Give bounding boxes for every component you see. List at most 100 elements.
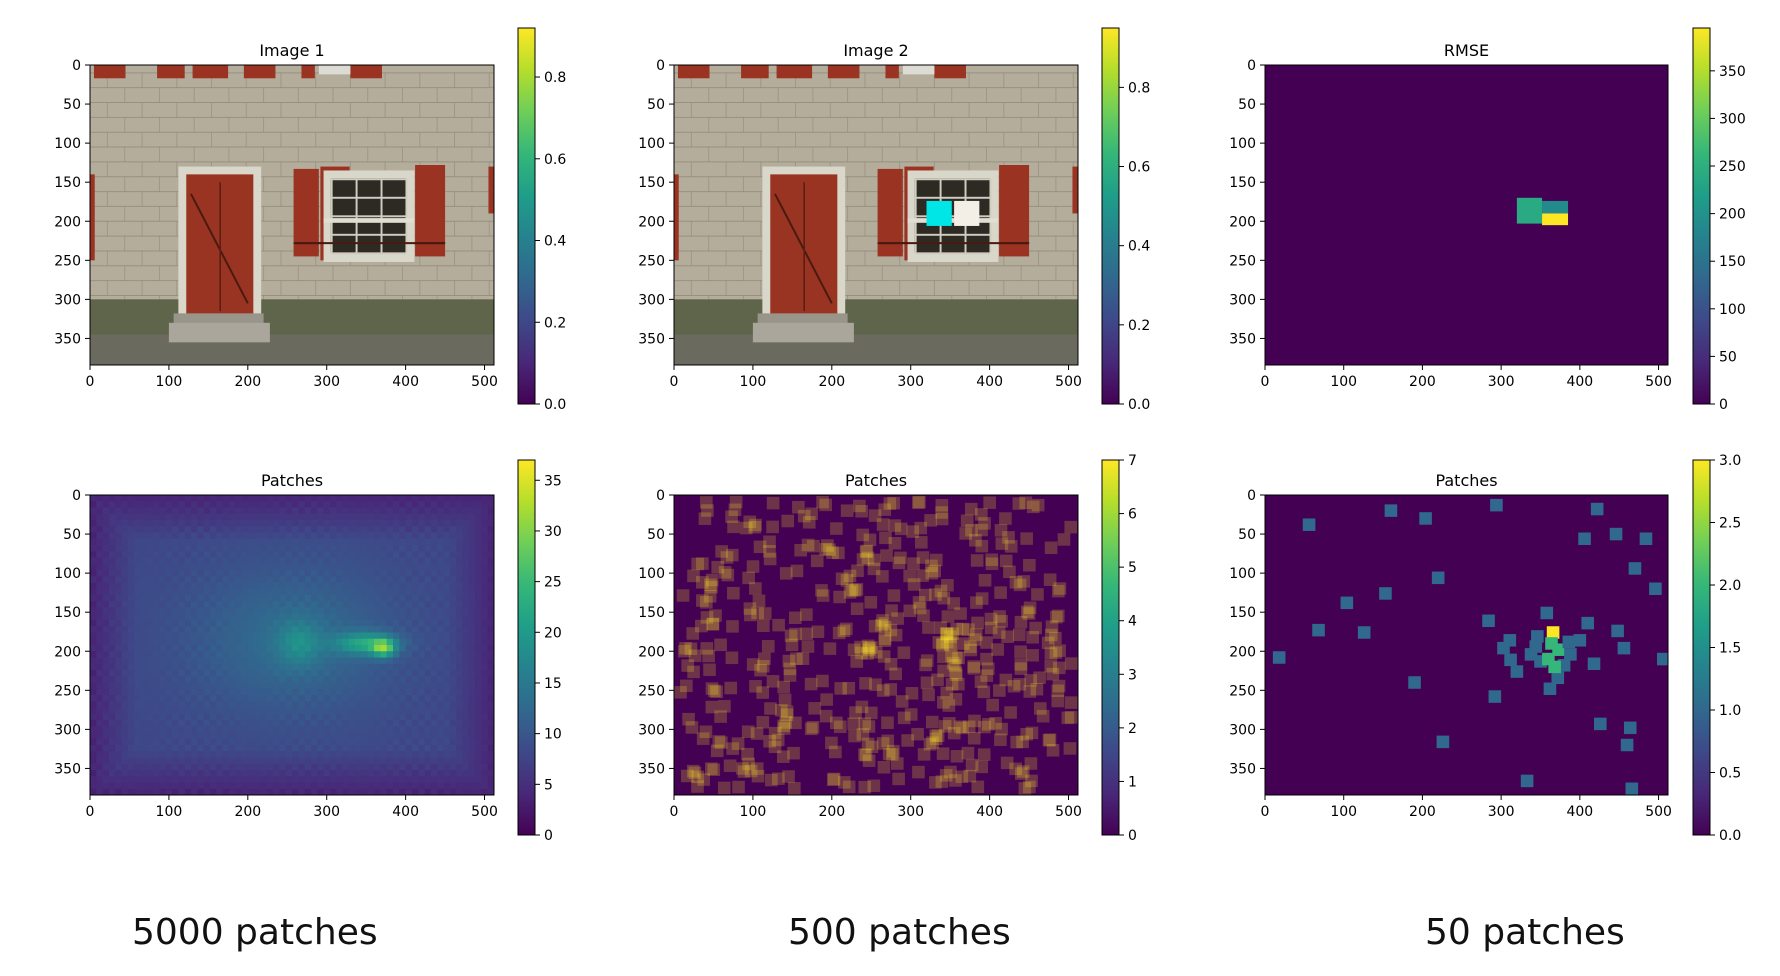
heat-cell [405, 688, 413, 696]
heat-cell [172, 751, 179, 759]
heat-cell [424, 645, 432, 652]
heat-cell [178, 663, 186, 671]
window-shutter-r [415, 165, 446, 257]
heat-cell [127, 576, 135, 584]
heat-cell [102, 620, 110, 627]
heat-cell [260, 563, 268, 571]
heat-cell [310, 513, 318, 521]
heat-cell [399, 757, 407, 765]
patch-square [861, 737, 875, 751]
heat-cell [342, 651, 350, 659]
patch-square [1014, 615, 1028, 629]
heat-cell [336, 651, 344, 659]
heat-cell [266, 607, 274, 615]
heat-cell [140, 676, 148, 684]
heat-cell [228, 551, 236, 559]
patch-square [688, 649, 702, 662]
heat-cell [481, 620, 489, 627]
x-tick-label: 500 [1055, 804, 1082, 820]
heat-cell [235, 757, 243, 765]
heat-cell [216, 626, 224, 634]
heat-cell [367, 538, 375, 546]
heat-cell [203, 588, 211, 596]
patch-square [887, 589, 901, 602]
heat-cell [178, 651, 186, 659]
heat-cell [222, 588, 230, 596]
heat-cell [399, 676, 407, 684]
heat-cell [443, 788, 451, 795]
heat-cell [437, 495, 445, 502]
patch-square [1053, 644, 1066, 657]
heat-cell [449, 745, 457, 752]
heat-cell [121, 582, 129, 590]
patch-square [985, 557, 999, 570]
heat-cell [374, 563, 381, 571]
heat-cell [336, 620, 344, 627]
heat-cell [178, 788, 186, 795]
heat-cell [140, 726, 148, 734]
patch-square [884, 683, 898, 696]
patch-square [703, 663, 716, 676]
heat-cell [462, 526, 470, 534]
heat-cell [247, 763, 255, 771]
heat-cell [475, 738, 482, 746]
heat-cell [197, 788, 205, 795]
heat-cell [468, 732, 476, 740]
heat-cell [462, 613, 470, 621]
heat-cell [96, 701, 104, 709]
heat-cell [222, 545, 230, 552]
heat-cell [285, 645, 293, 652]
heat-cell [178, 588, 186, 596]
heat-cell [443, 701, 451, 709]
heat-cell [298, 557, 306, 565]
window-sash [907, 218, 999, 223]
heat-cell [172, 782, 179, 790]
heat-cell [424, 545, 432, 552]
heat-cell [108, 776, 116, 784]
heat-cell [159, 501, 167, 509]
heat-cell [304, 763, 312, 771]
heat-cell [449, 532, 457, 540]
heat-cell [481, 657, 489, 665]
heat-cell [285, 726, 293, 734]
patch-square [967, 660, 981, 673]
heat-cell [285, 763, 293, 771]
heat-cell [437, 676, 445, 684]
heat-cell [266, 738, 274, 746]
heat-cell [228, 670, 236, 677]
heat-cell [140, 757, 148, 765]
heat-cell [216, 745, 224, 752]
heat-cell [443, 776, 451, 784]
patch-square [811, 625, 825, 639]
heat-cell [260, 770, 268, 777]
heat-cell [317, 582, 325, 590]
heat-cell [102, 582, 110, 590]
heat-cell [437, 588, 445, 596]
heat-cell [317, 676, 325, 684]
heat-cell [134, 582, 142, 590]
heat-cell [443, 720, 451, 727]
heat-cell [102, 613, 110, 621]
heat-cell [241, 607, 249, 615]
heat-cell [165, 732, 173, 740]
heat-cell [191, 701, 198, 709]
colorbar-tick-label: 0.6 [1128, 160, 1150, 176]
heat-cell [216, 782, 224, 790]
heat-cell [424, 676, 432, 684]
heat-cell [380, 663, 388, 671]
patch-square [868, 619, 882, 633]
heat-cell [102, 645, 110, 652]
heat-cell [146, 663, 154, 671]
heat-cell [178, 613, 186, 621]
heat-cell [399, 720, 407, 727]
heat-cell [456, 751, 464, 759]
patch-square [1031, 498, 1045, 512]
heat-cell [216, 507, 224, 515]
heat-cell [90, 651, 97, 659]
heat-cell [348, 526, 356, 534]
heat-cell [456, 663, 464, 671]
heat-cell [247, 770, 255, 777]
heat-cell [134, 545, 142, 552]
heat-cell [487, 576, 494, 584]
patch-square [801, 640, 815, 653]
